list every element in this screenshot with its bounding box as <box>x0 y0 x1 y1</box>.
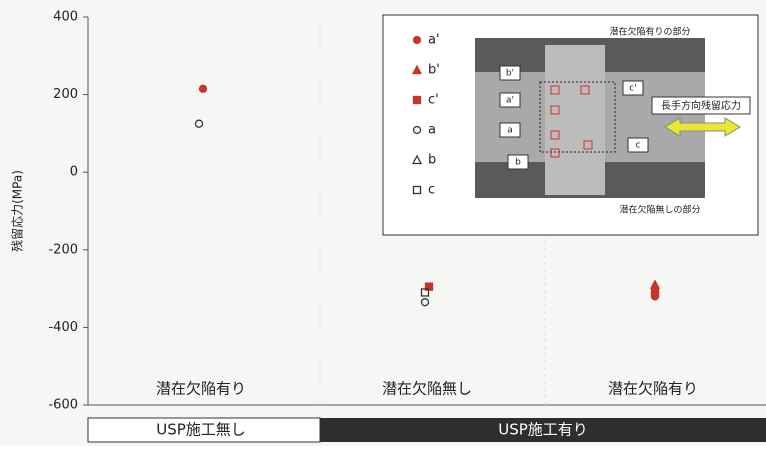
legend-marker <box>412 185 422 195</box>
photo-tag-box <box>499 65 521 81</box>
y-tick-label: -400 <box>48 320 78 335</box>
point <box>420 288 430 297</box>
legend-marker <box>412 125 422 135</box>
photo-point <box>550 105 560 115</box>
legend-label: a' <box>428 33 440 48</box>
photo-tag-box <box>499 122 521 138</box>
annotation: 潜在欠陥有りの部分 <box>609 26 690 38</box>
inset-weld <box>545 45 605 195</box>
photo-tag: a <box>507 126 513 136</box>
annotation-box <box>651 96 751 115</box>
photo-tag-box <box>622 80 644 96</box>
photo-point <box>550 148 560 158</box>
photo-tag-box <box>499 92 521 108</box>
y-tick-label: 400 <box>53 10 78 25</box>
point <box>420 298 430 307</box>
legend-label: b <box>428 153 436 168</box>
x-tick-label: 潜在欠陥有り <box>608 380 698 398</box>
legend-label: a <box>428 123 436 138</box>
annotation: 長手方向残留応力 <box>661 99 741 112</box>
point <box>194 119 204 128</box>
photo-tag: c <box>636 141 641 151</box>
legend-label: c <box>428 183 435 198</box>
y-tick-label: 0 <box>70 165 78 180</box>
photo-tag: a' <box>506 96 514 106</box>
photo-tag: c' <box>629 84 636 94</box>
point <box>650 288 660 297</box>
point <box>649 279 661 289</box>
inset <box>382 14 759 236</box>
group-box <box>320 418 766 442</box>
inset-region <box>539 81 616 153</box>
legend-label: c' <box>428 93 439 108</box>
photo-tag: b' <box>506 69 514 79</box>
y-tick-label: -600 <box>48 398 78 413</box>
x-tick-label: 潜在欠陥有り <box>156 380 246 398</box>
y-tick-label: 200 <box>53 87 78 102</box>
y-axis-title: 残留応力(MPa) <box>11 170 25 252</box>
group-label: USP施工有り <box>498 421 588 439</box>
photo-tag-box <box>627 137 649 153</box>
legend-marker <box>412 35 422 45</box>
legend-marker <box>411 154 423 165</box>
photo-point <box>550 130 560 140</box>
annotation: 潜在欠陥無しの部分 <box>619 204 700 216</box>
photo-point <box>580 85 590 95</box>
photo-point <box>583 140 593 150</box>
point <box>198 84 208 93</box>
legend-marker <box>411 64 423 75</box>
legend-label: b' <box>428 63 440 78</box>
group-label: USP施工無し <box>156 421 246 439</box>
y-tick-label: -200 <box>48 242 78 257</box>
photo-point <box>550 85 560 95</box>
photo-tag-box <box>507 154 529 170</box>
stress-arrow <box>664 117 741 137</box>
legend-marker <box>412 95 422 105</box>
photo-tag: b <box>515 158 521 168</box>
group-box <box>87 417 321 443</box>
x-tick-label: 潜在欠陥無し <box>382 380 472 398</box>
